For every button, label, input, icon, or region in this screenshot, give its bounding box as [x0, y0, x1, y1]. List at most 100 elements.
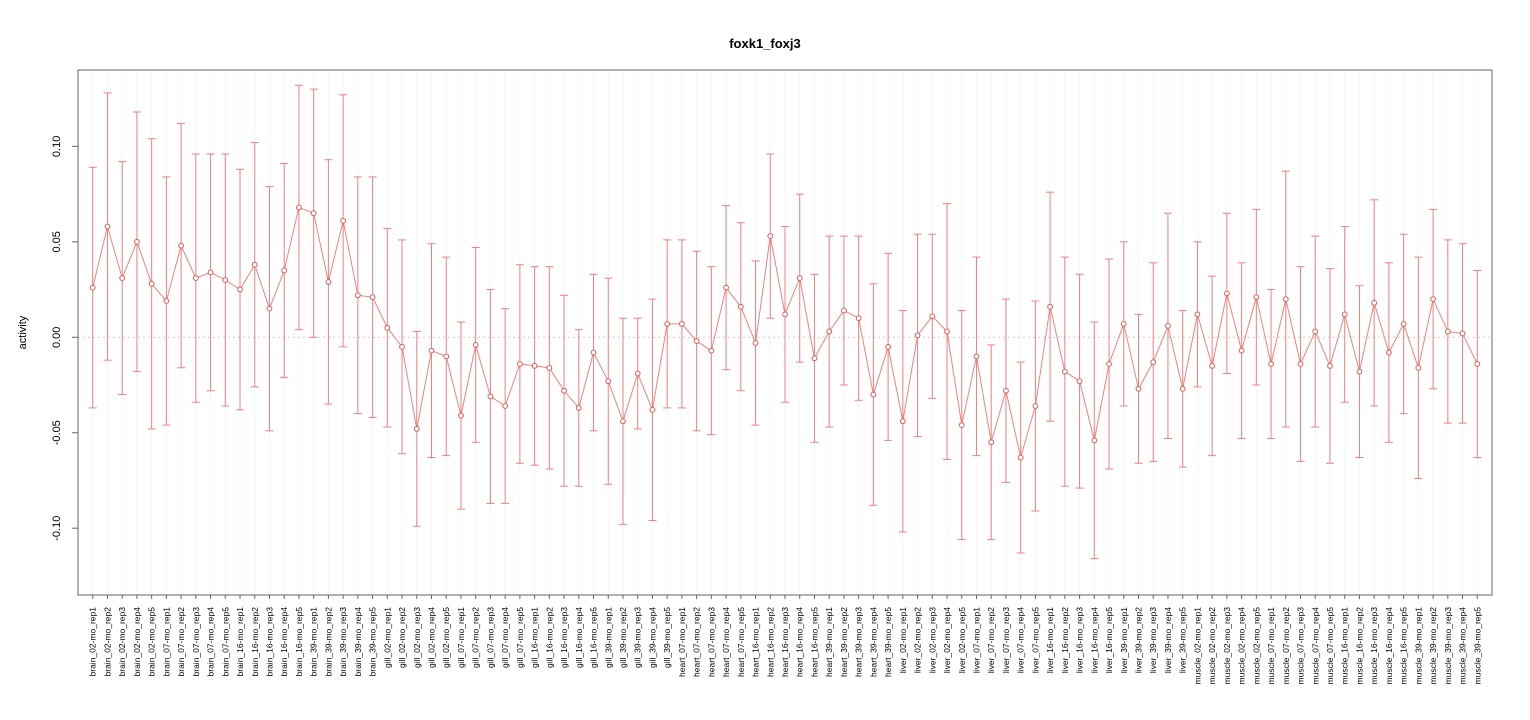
data-point: [841, 307, 847, 314]
data-point: [443, 353, 450, 360]
data-point: [1282, 296, 1289, 302]
x-tick-label: gill_39-mo_rep3: [633, 607, 643, 668]
x-tick-label: muscle_07-mo_rep4: [1310, 607, 1320, 685]
y-tick-label: 0.10: [51, 136, 63, 157]
data-point: [678, 321, 685, 327]
x-tick-label: brain_16-mo_rep3: [264, 607, 274, 677]
data-point: [296, 204, 302, 211]
x-tick-label: gill_07-mo_rep3: [485, 607, 495, 668]
x-tick-label: heart_16-mo_rep5: [809, 607, 819, 677]
data-point: [723, 284, 729, 291]
data-point: [590, 349, 597, 356]
data-point: [811, 355, 818, 362]
x-tick-label: heart_39-mo_rep3: [854, 607, 864, 677]
x-tick-label: gill_16-mo_rep5: [589, 607, 599, 668]
data-point: [354, 292, 361, 299]
x-tick-label: muscle_02-mo_rep2: [1207, 607, 1217, 685]
data-point: [1238, 347, 1245, 354]
data-point: [310, 210, 317, 217]
x-tick-label: muscle_02-mo_rep1: [1192, 607, 1202, 685]
data-point: [1444, 328, 1451, 335]
data-point: [973, 353, 980, 360]
data-point: [634, 370, 641, 377]
data-point: [222, 277, 229, 283]
x-tick-label: gill_07-mo_rep4: [500, 607, 510, 668]
data-point: [575, 405, 582, 411]
data-point: [399, 343, 405, 350]
data-point: [369, 294, 376, 301]
x-tick-label: brain_02-mo_rep5: [147, 607, 157, 677]
data-point: [119, 275, 126, 281]
x-tick-label: brain_07-mo_rep2: [176, 607, 186, 677]
x-tick-label: liver_02-mo_rep3: [927, 607, 937, 673]
data-point: [281, 267, 288, 274]
data-point: [1385, 349, 1392, 356]
x-tick-label: brain_39-mo_rep4: [353, 607, 363, 677]
x-tick-label: muscle_39-mo_rep3: [1443, 607, 1453, 685]
data-point: [1430, 296, 1436, 302]
x-tick-label: gill_16-mo_rep4: [574, 607, 584, 668]
data-point: [89, 284, 96, 291]
x-tick-label: brain_16-mo_rep4: [279, 607, 289, 677]
data-point: [1091, 437, 1098, 444]
x-tick-label: brain_02-mo_rep4: [132, 607, 142, 677]
data-point: [1356, 368, 1363, 375]
x-tick-label: brain_39-mo_rep5: [368, 607, 378, 677]
x-tick-label: heart_07-mo_rep1: [677, 607, 687, 677]
data-point: [708, 347, 715, 354]
x-tick-label: brain_39-mo_rep3: [338, 607, 348, 677]
x-tick-label: brain_16-mo_rep5: [294, 607, 304, 677]
data-point: [1312, 328, 1319, 335]
data-point: [944, 328, 950, 335]
data-point: [1297, 361, 1304, 367]
x-tick-label: liver_16-mo_rep1: [1045, 607, 1055, 673]
x-tick-label: liver_07-mo_rep4: [1016, 607, 1026, 673]
data-point: [1061, 368, 1068, 375]
x-tick-label: liver_16-mo_rep5: [1104, 607, 1114, 673]
x-tick-label: heart_16-mo_rep4: [795, 607, 805, 677]
x-tick-label: liver_07-mo_rep2: [986, 607, 996, 673]
x-tick-label: liver_39-mo_rep5: [1178, 607, 1188, 673]
data-point: [1209, 363, 1216, 369]
x-tick-label: brain_02-mo_rep2: [102, 607, 112, 677]
data-point: [826, 328, 833, 335]
data-point: [1150, 359, 1157, 365]
x-tick-label: liver_02-mo_rep5: [957, 607, 967, 673]
data-point: [1268, 361, 1274, 367]
data-point: [340, 217, 347, 224]
x-tick-label: liver_07-mo_rep3: [1001, 607, 1011, 673]
x-tick-label: heart_07-mo_rep5: [736, 607, 746, 677]
x-tick-label: gill_39-mo_rep5: [662, 607, 672, 668]
x-tick-label: brain_07-mo_rep3: [191, 607, 201, 677]
x-tick-label: gill_07-mo_rep2: [471, 607, 481, 668]
data-point: [1194, 311, 1201, 318]
x-tick-label: heart_07-mo_rep4: [721, 607, 731, 677]
data-point: [266, 305, 273, 312]
data-point: [178, 242, 185, 249]
data-point: [1459, 330, 1466, 337]
data-point: [413, 426, 420, 432]
chart-title: foxk1_foxj3: [729, 36, 801, 51]
data-point: [1017, 454, 1024, 461]
x-tick-label: brain_02-mo_rep1: [88, 607, 98, 677]
x-tick-label: liver_16-mo_rep2: [1060, 607, 1070, 673]
x-tick-label: muscle_07-mo_rep2: [1281, 607, 1291, 685]
x-tick-label: liver_39-mo_rep4: [1163, 607, 1173, 673]
x-tick-label: liver_39-mo_rep1: [1119, 607, 1129, 673]
data-point: [870, 391, 877, 398]
x-tick-label: liver_16-mo_rep4: [1089, 607, 1099, 673]
x-tick-label: brain_07-mo_rep4: [206, 607, 216, 677]
x-tick-label: gill_39-mo_rep1: [603, 607, 613, 668]
x-tick-label: liver_39-mo_rep2: [1134, 607, 1144, 673]
x-tick-label: muscle_39-mo_rep4: [1458, 607, 1468, 685]
x-tick-label: muscle_16-mo_rep5: [1399, 607, 1409, 685]
x-tick-label: liver_02-mo_rep2: [913, 607, 923, 673]
data-point: [1253, 294, 1260, 301]
data-point: [885, 343, 892, 350]
x-tick-label: brain_07-mo_rep5: [220, 607, 230, 677]
x-tick-label: heart_16-mo_rep3: [780, 607, 790, 677]
data-point: [251, 261, 258, 268]
x-tick-label: muscle_07-mo_rep3: [1296, 607, 1306, 685]
data-point: [929, 313, 936, 320]
